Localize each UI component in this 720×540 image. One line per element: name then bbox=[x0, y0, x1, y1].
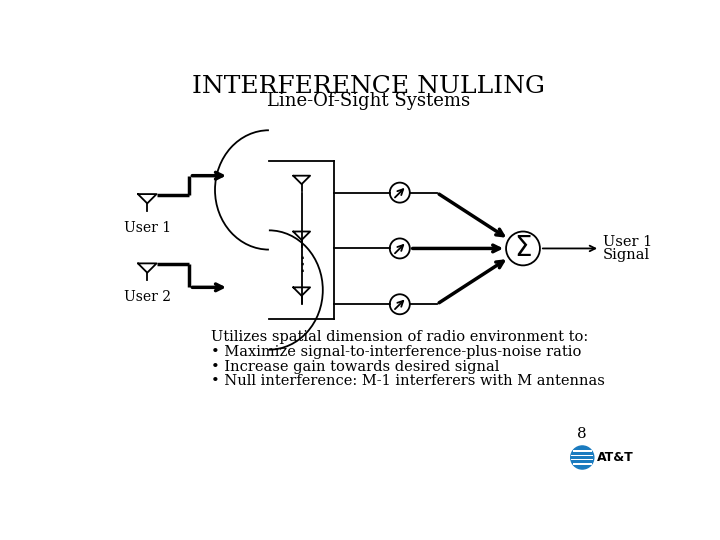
Text: User 1: User 1 bbox=[603, 235, 652, 249]
Text: Utilizes spatial dimension of radio environment to:: Utilizes spatial dimension of radio envi… bbox=[211, 330, 588, 345]
Circle shape bbox=[571, 446, 594, 469]
FancyBboxPatch shape bbox=[571, 455, 593, 456]
Text: User 1: User 1 bbox=[124, 221, 171, 235]
Text: INTERFERENCE NULLING: INTERFERENCE NULLING bbox=[192, 75, 546, 98]
Text: • Increase gain towards desired signal: • Increase gain towards desired signal bbox=[211, 360, 500, 374]
FancyBboxPatch shape bbox=[571, 459, 593, 460]
Text: 8: 8 bbox=[577, 427, 587, 441]
Text: ⋮: ⋮ bbox=[292, 254, 312, 274]
FancyBboxPatch shape bbox=[573, 463, 592, 464]
Text: Signal: Signal bbox=[603, 248, 650, 261]
Text: $\Sigma$: $\Sigma$ bbox=[514, 234, 532, 262]
FancyBboxPatch shape bbox=[573, 450, 592, 452]
Text: • Null interference: M-1 interferers with M antennas: • Null interference: M-1 interferers wit… bbox=[211, 374, 605, 388]
Text: • Maximize signal-to-interference-plus-noise ratio: • Maximize signal-to-interference-plus-n… bbox=[211, 345, 582, 359]
Circle shape bbox=[506, 232, 540, 265]
Text: AT&T: AT&T bbox=[597, 451, 634, 464]
Text: User 2: User 2 bbox=[124, 291, 171, 305]
Text: Line-Of-Sight Systems: Line-Of-Sight Systems bbox=[267, 92, 471, 110]
